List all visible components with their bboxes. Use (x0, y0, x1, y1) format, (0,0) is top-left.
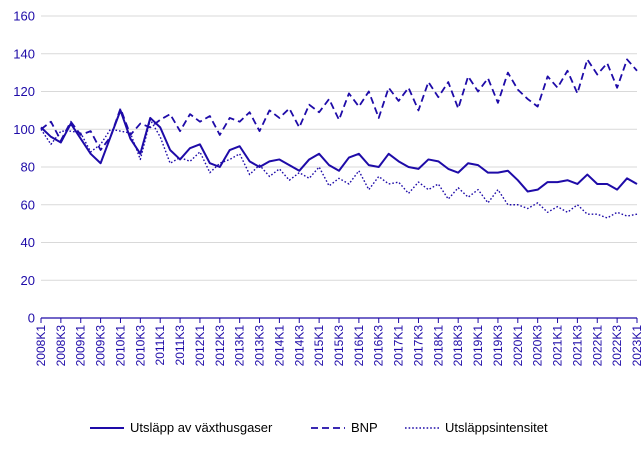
y-tick-label: 40 (21, 235, 35, 250)
x-tick-label: 2023K1 (630, 325, 643, 367)
x-tick-label: 2015K3 (332, 325, 346, 367)
x-tick-label: 2017K1 (392, 325, 406, 367)
x-tick-label: 2012K3 (213, 325, 227, 367)
y-tick-label: 160 (13, 9, 35, 24)
x-tick-label: 2022K3 (610, 325, 624, 367)
x-tick-label: 2018K1 (431, 325, 445, 367)
x-tick-label: 2013K1 (233, 325, 247, 367)
x-tick-label: 2021K1 (551, 325, 565, 367)
y-tick-label: 100 (13, 122, 35, 137)
x-tick-label: 2015K1 (312, 325, 326, 367)
y-tick-label: 20 (21, 273, 35, 288)
series-lines (40, 58, 638, 219)
x-tick-label: 2014K3 (292, 325, 306, 367)
x-tick-label: 2019K3 (491, 325, 505, 367)
x-tick-label: 2016K3 (372, 325, 386, 367)
x-tick-label: 2018K3 (451, 325, 465, 367)
y-axis: 0 20 40 60 80 100 120 140 160 (13, 9, 35, 326)
legend-item: BNP (311, 420, 378, 435)
legend-label: BNP (351, 420, 378, 435)
x-tick-label: 2008K3 (54, 325, 68, 367)
y-tick-label: 0 (28, 311, 35, 326)
series-line-2 (40, 119, 638, 219)
x-tick-label: 2016K1 (352, 325, 366, 367)
x-tick-label: 2009K1 (74, 325, 88, 367)
x-tick-label: 2011K1 (153, 325, 167, 366)
x-tick-label: 2011K3 (173, 325, 187, 366)
legend-label: Utsläpp av växthusgaser (130, 420, 273, 435)
series-line-1 (40, 58, 638, 151)
x-tick-label: 2009K3 (94, 325, 108, 367)
x-tick-label: 2020K1 (511, 325, 525, 367)
y-tick-label: 120 (13, 84, 35, 99)
x-tick-label: 2021K3 (570, 325, 584, 367)
legend: Utsläpp av växthusgaser BNP Utsläppsintens… (90, 420, 548, 435)
x-tick-label: 2010K1 (113, 325, 127, 367)
x-tick-label: 2012K1 (193, 325, 207, 367)
y-tick-label: 80 (21, 160, 35, 175)
legend-item: Utsläppsintensitet (405, 420, 548, 435)
x-tick-label: 2020K3 (531, 325, 545, 367)
gridlines (41, 15, 637, 281)
x-tick-label: 2019K1 (471, 325, 485, 367)
x-tick-label: 2008K1 (34, 325, 48, 367)
x-axis: 2008K1 2008K3 2009K1 2009K3 2010K1 2010K3 2011… (34, 317, 643, 367)
x-tick-label: 2010K3 (133, 325, 147, 367)
y-tick-label: 140 (13, 46, 35, 61)
legend-label: Utsläppsintensitet (445, 420, 548, 435)
legend-item: Utsläpp av växthusgaser (90, 420, 273, 435)
x-tick-label: 2017K3 (411, 325, 425, 367)
series-line-0 (40, 109, 638, 193)
y-tick-label: 60 (21, 197, 35, 212)
x-tick-label: 2014K1 (272, 325, 286, 367)
x-tick-label: 2013K3 (253, 325, 267, 367)
x-tick-label: 2022K1 (590, 325, 604, 367)
